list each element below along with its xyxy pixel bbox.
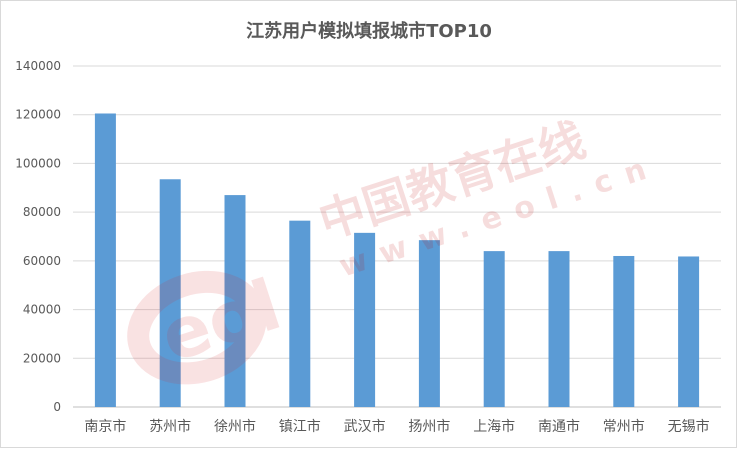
x-tick-label: 南京市 xyxy=(84,418,126,435)
y-axis-ticks: 0 20000 40000 60000 80000 100000 120000 140000 xyxy=(15,59,61,414)
x-tick-label: 无锡市 xyxy=(668,418,710,435)
bar xyxy=(159,179,181,407)
x-tick-label: 苏州市 xyxy=(149,418,191,435)
bar xyxy=(94,113,116,407)
x-axis-ticks: 南京市 苏州市 徐州市 镇江市 武汉市 扬州市 上海市 南通市 常州市 无锡市 xyxy=(84,418,709,435)
x-tick-label: 扬州市 xyxy=(408,418,450,435)
bar xyxy=(483,251,505,407)
x-tick-label: 镇江市 xyxy=(279,418,321,435)
x-tick-label: 武汉市 xyxy=(344,418,386,435)
bar xyxy=(418,240,440,407)
y-tick-label: 140000 xyxy=(15,59,61,73)
watermark-logo-swoosh xyxy=(127,270,267,385)
chart-title: 江苏用户模拟填报城市TOP10 xyxy=(246,20,492,42)
bar xyxy=(224,195,246,407)
x-tick-label: 南通市 xyxy=(538,418,580,435)
x-tick-label: 上海市 xyxy=(473,418,515,435)
bar xyxy=(548,251,570,407)
y-tick-label: 100000 xyxy=(15,156,61,170)
x-tick-label: 常州市 xyxy=(603,418,645,435)
x-tick-label: 徐州市 xyxy=(214,418,256,435)
y-tick-label: 0 xyxy=(53,400,61,414)
y-tick-label: 40000 xyxy=(23,303,61,317)
bar xyxy=(289,220,311,407)
bars xyxy=(94,113,700,407)
bar xyxy=(354,232,376,407)
y-tick-label: 80000 xyxy=(23,205,61,219)
y-tick-label: 120000 xyxy=(15,108,61,122)
bar xyxy=(678,256,700,407)
y-tick-label: 60000 xyxy=(23,254,61,268)
watermark: eol 中国教育在线 www.eol.cn xyxy=(127,112,664,385)
gridlines xyxy=(73,65,721,408)
bar xyxy=(613,255,635,407)
y-tick-label: 20000 xyxy=(23,351,61,365)
